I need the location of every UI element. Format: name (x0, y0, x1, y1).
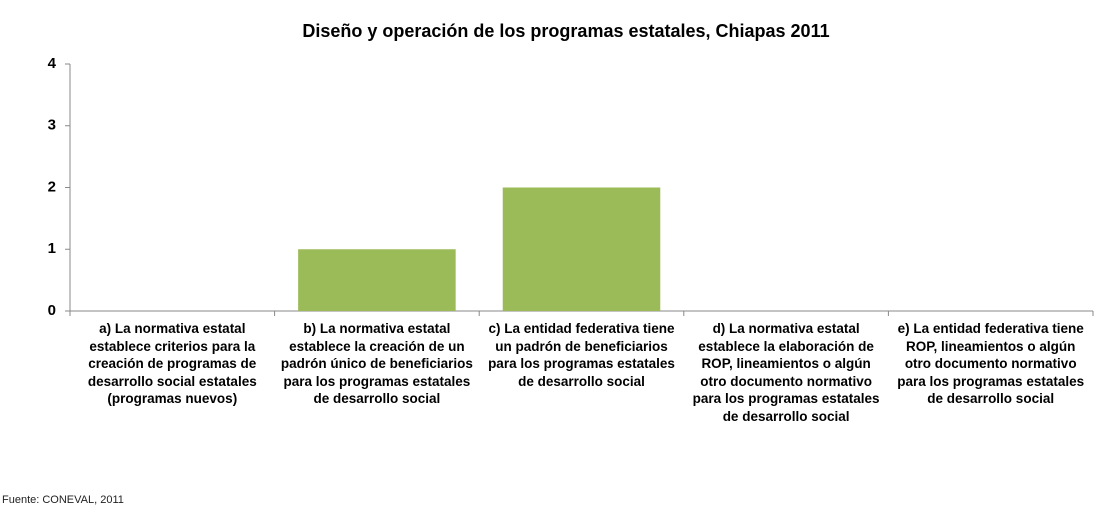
bar (298, 249, 456, 311)
bar (502, 187, 661, 311)
y-tick-label: 2 (48, 178, 56, 195)
x-tick-label: e) La entidad federativa tiene ROP, line… (897, 321, 1085, 406)
y-tick-label: 1 (48, 240, 56, 257)
y-tick-label: 4 (48, 55, 57, 72)
chart-title: Diseño y operación de los programas esta… (302, 21, 829, 41)
x-tick-label: d) La normativa estatal establece la ela… (692, 321, 880, 424)
y-tick-label: 3 (48, 117, 56, 134)
source-note: Fuente: CONEVAL, 2011 (2, 494, 124, 506)
x-tick-label: a) La normativa estatal establece criter… (87, 321, 257, 406)
x-tick-label: c) La entidad federativa tiene un padrón… (488, 321, 675, 389)
y-tick-label: 0 (48, 302, 56, 319)
x-tick-label: b) La normativa estatal establece la cre… (280, 321, 473, 406)
